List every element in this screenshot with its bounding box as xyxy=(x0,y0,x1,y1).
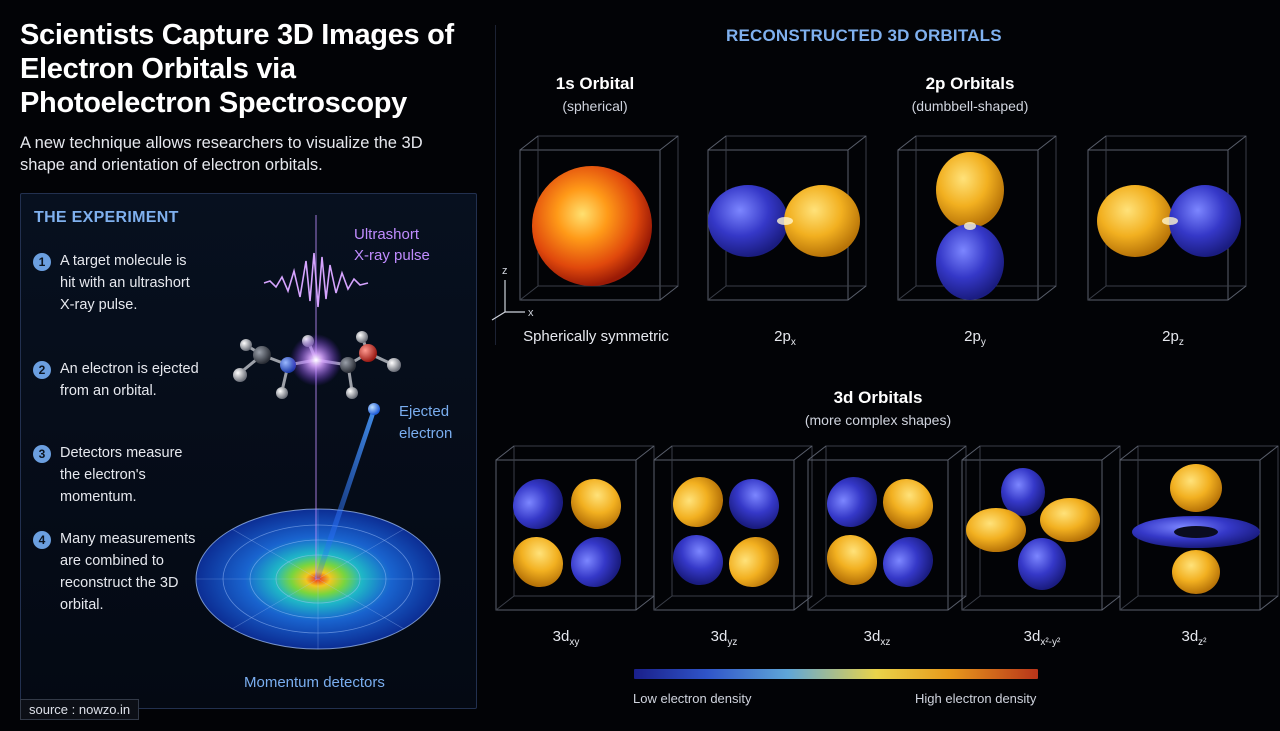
pulse-label-line-1: Ultrashort xyxy=(354,226,420,243)
p-orbitals-title: 2p Orbitals xyxy=(925,74,1015,93)
s-orbital-subtitle: (spherical) xyxy=(562,98,628,114)
label-3dz2: 3dz² xyxy=(1181,628,1207,648)
d-orbitals-subtitle: (more complex shapes) xyxy=(804,412,952,428)
label-2pz: 2pz xyxy=(1162,328,1184,348)
orbital-2py xyxy=(897,135,1057,301)
label-3dxz: 3dxz xyxy=(863,628,891,648)
d-orbitals-title: 3d Orbitals xyxy=(833,388,923,407)
step-text: Detectors measure the electron's momentu… xyxy=(60,445,183,505)
ejected-label-line-1: Ejected xyxy=(399,403,450,420)
label-2py: 2py xyxy=(964,328,986,348)
ejected-electron-icon xyxy=(368,403,380,415)
detector-label: Momentum detectors xyxy=(244,674,385,691)
label-3dx2-y2: 3dx²-y² xyxy=(1023,628,1061,648)
step-text: An electron is ejected from an orbital. xyxy=(60,361,199,399)
orbital-3dx2-y2 xyxy=(961,445,1121,611)
legend-low-label: Low electron density xyxy=(633,691,752,706)
label-2px: 2px xyxy=(774,328,796,348)
section-divider xyxy=(495,25,496,345)
source-credit: source : nowzo.in xyxy=(20,699,140,720)
label-3dyz: 3dyz xyxy=(710,628,738,648)
label-3dxy: 3dxy xyxy=(552,628,580,648)
p-orbitals-subtitle: (dumbbell-shaped) xyxy=(911,98,1029,114)
orbital-3dz2 xyxy=(1119,445,1279,611)
axis-indicator xyxy=(491,280,525,321)
step-text: Many measurements are combined to recons… xyxy=(60,531,196,613)
axis-z-label: z xyxy=(502,265,508,277)
experiment-illustration xyxy=(195,215,441,650)
electron-density-colorbar xyxy=(634,669,1038,679)
pulse-label-line-2: X-ray pulse xyxy=(354,247,430,264)
step-number: 4 xyxy=(33,531,51,549)
step-number: 2 xyxy=(33,361,51,379)
orbital-1s: z x xyxy=(491,135,679,321)
x-ray-pulse-wave xyxy=(263,252,369,308)
electron-trajectory xyxy=(314,409,376,579)
page-subtitle: A new technique allows researchers to vi… xyxy=(20,134,423,174)
axis-x-label: x xyxy=(528,307,534,319)
ejected-label-line-2: electron xyxy=(399,425,453,442)
orbital-3dyz xyxy=(653,445,813,611)
s-orbital-label: Spherically symmetric xyxy=(523,328,669,345)
orbital-3dxz xyxy=(807,445,967,611)
impact-glow xyxy=(290,334,342,386)
step-number: 3 xyxy=(33,445,51,463)
experiment-heading: THE EXPERIMENT xyxy=(34,209,179,226)
orbital-3dxy xyxy=(495,445,655,611)
orbital-2pz xyxy=(1087,135,1247,301)
page-title: Scientists Capture 3D Images of Electron… xyxy=(20,19,454,119)
orbital-2px xyxy=(707,135,867,301)
legend-high-label: High electron density xyxy=(915,691,1037,706)
reconstructed-heading: RECONSTRUCTED 3D ORBITALS xyxy=(726,26,1002,45)
orbitals-illustration: z x xyxy=(491,135,1279,611)
s-orbital-title: 1s Orbital xyxy=(555,74,635,93)
step-number: 1 xyxy=(33,253,51,271)
step-text: A target molecule is hit with an ultrash… xyxy=(60,253,190,313)
